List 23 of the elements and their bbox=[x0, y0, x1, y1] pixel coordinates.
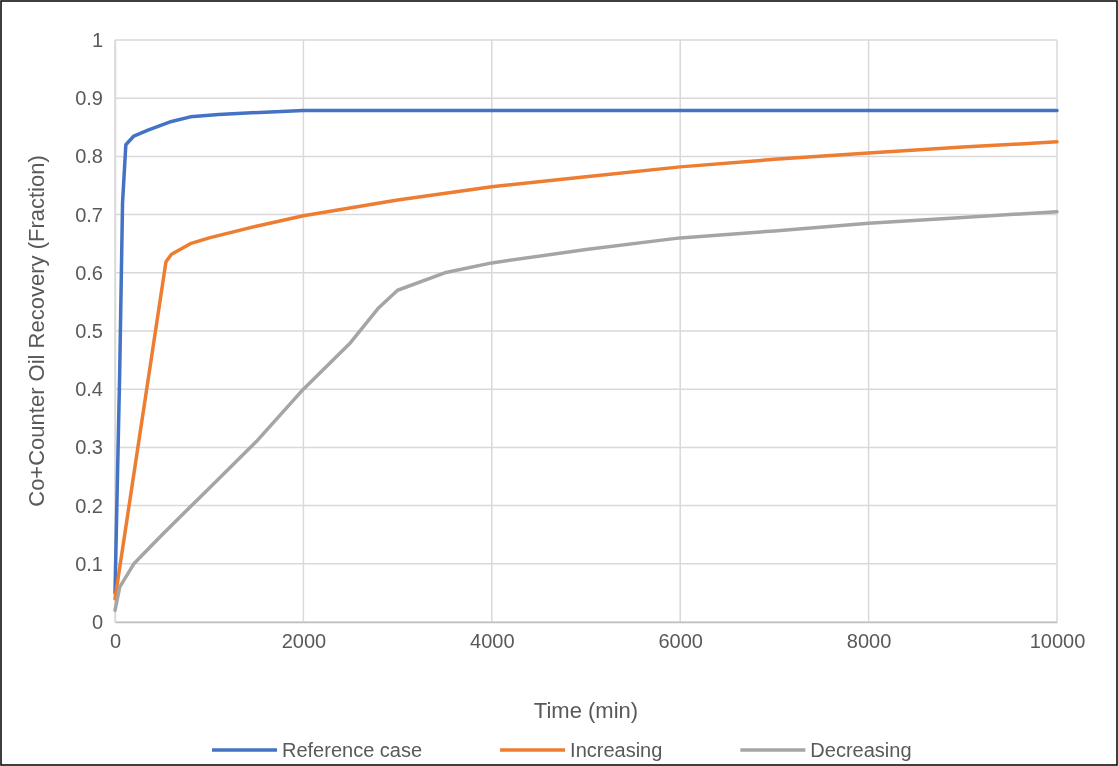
y-tick-label: 0.3 bbox=[75, 436, 103, 459]
y-tick-label: 0 bbox=[91, 610, 103, 633]
y-tick-label: 0.7 bbox=[75, 203, 103, 226]
x-tick-label: 4000 bbox=[470, 630, 515, 653]
y-axis-title: Co+Counter Oil Recovery (Fraction) bbox=[24, 155, 49, 507]
y-tick-label: 0.4 bbox=[75, 378, 103, 401]
legend-label: Reference case bbox=[282, 739, 423, 761]
x-tick-label: 8000 bbox=[846, 630, 892, 653]
y-tick-label: 0.6 bbox=[75, 261, 103, 284]
line-series bbox=[113, 209, 1059, 613]
y-tick-label: 0.1 bbox=[75, 552, 103, 575]
x-tick-label: 2000 bbox=[281, 630, 327, 653]
y-tick-label: 0.8 bbox=[75, 145, 103, 168]
y-tick-label: 0.9 bbox=[75, 87, 103, 110]
x-tick-label: 10000 bbox=[1029, 630, 1086, 653]
y-tick-label: 0.2 bbox=[75, 494, 103, 517]
x-tick-label: 0 bbox=[109, 630, 122, 653]
y-tick-label: 1 bbox=[91, 28, 103, 51]
x-axis-title: Time (min) bbox=[533, 698, 639, 723]
legend-label: Decreasing bbox=[810, 739, 912, 761]
y-tick-label: 0.5 bbox=[75, 319, 103, 342]
x-tick-label: 6000 bbox=[658, 630, 703, 653]
legend-label: Increasing bbox=[570, 739, 663, 761]
